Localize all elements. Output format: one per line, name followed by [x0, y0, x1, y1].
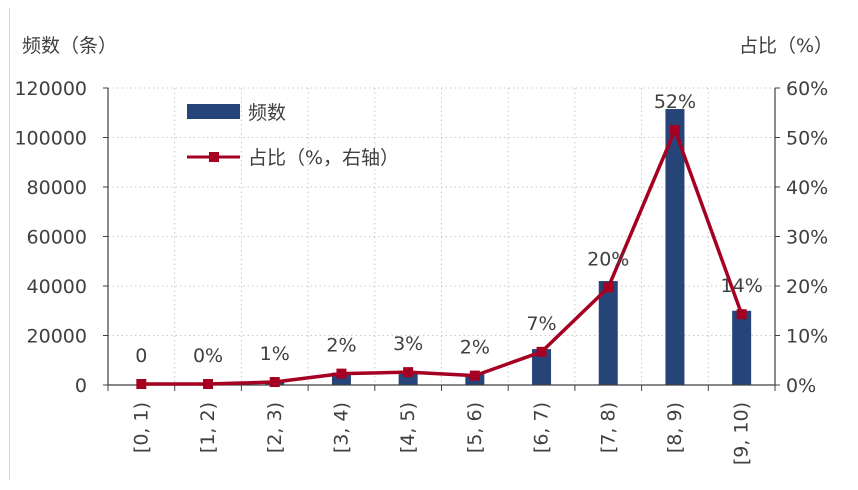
- x-category-label: [6, 7): [531, 402, 553, 453]
- legend-line-marker: [209, 152, 219, 162]
- x-category-label: [5, 6): [464, 402, 486, 453]
- x-category-label: [1, 2): [197, 402, 219, 453]
- legend: 频数 占比（%，右轴）: [187, 102, 399, 169]
- x-category-label: [3, 4): [330, 402, 352, 453]
- x-category-label: [9, 10): [731, 402, 753, 465]
- right-tick-label: 10%: [786, 326, 828, 348]
- line-marker: [270, 377, 280, 387]
- x-category-label: [7, 8): [597, 402, 619, 453]
- left-tick-label: 60000: [27, 227, 87, 249]
- panel-left-border: [9, 8, 10, 480]
- right-tick-label: 40%: [786, 177, 828, 199]
- data-label: 0%: [193, 345, 223, 367]
- right-tick-label: 30%: [786, 227, 828, 249]
- data-label: 52%: [654, 91, 696, 113]
- bar: [732, 311, 751, 385]
- left-tick-label: 20000: [27, 326, 87, 348]
- line-marker: [470, 371, 480, 381]
- left-tick-label: 80000: [27, 177, 87, 199]
- bar: [599, 281, 618, 385]
- data-label: 3%: [393, 333, 423, 355]
- line-marker: [537, 347, 547, 357]
- x-category-label: [8, 9): [664, 402, 686, 453]
- legend-line-label: 占比（%，右轴）: [248, 147, 399, 169]
- x-category-label: [0, 1): [130, 402, 152, 453]
- legend-bar-label: 频数: [248, 102, 286, 124]
- x-category-label: [4, 5): [397, 402, 419, 453]
- data-label: 14%: [721, 275, 763, 297]
- line-marker: [403, 367, 413, 377]
- left-tick-label: 100000: [14, 128, 87, 150]
- bar-series: [132, 109, 751, 385]
- x-category-label: [2, 3): [264, 402, 286, 453]
- left-axis-title: 频数（条）: [22, 35, 117, 57]
- left-tick-label: 120000: [14, 78, 87, 100]
- right-tick-label: 0%: [786, 375, 816, 397]
- data-label: 20%: [587, 248, 629, 270]
- left-tick-label: 0: [75, 375, 87, 397]
- line-marker: [203, 379, 213, 389]
- left-tick-label: 40000: [27, 276, 87, 298]
- data-label: 2%: [326, 335, 356, 357]
- line-marker: [603, 282, 613, 292]
- legend-bar-swatch: [187, 104, 240, 119]
- data-label: 2%: [460, 337, 490, 359]
- right-axis-title: 占比（%）: [739, 35, 833, 57]
- line-marker: [336, 369, 346, 379]
- right-tick-label: 20%: [786, 276, 828, 298]
- data-label: 1%: [260, 343, 290, 365]
- line-marker: [737, 309, 747, 319]
- right-tick-label: 50%: [786, 128, 828, 150]
- data-label: 7%: [526, 313, 556, 335]
- line-marker: [136, 379, 146, 389]
- data-label: 0: [135, 345, 147, 367]
- line-marker: [670, 125, 680, 135]
- right-tick-label: 60%: [786, 78, 828, 100]
- tick-labels: 0 0% 20000 10% 40000 20% 60000 30% 80000 40% 10000…: [14, 78, 828, 465]
